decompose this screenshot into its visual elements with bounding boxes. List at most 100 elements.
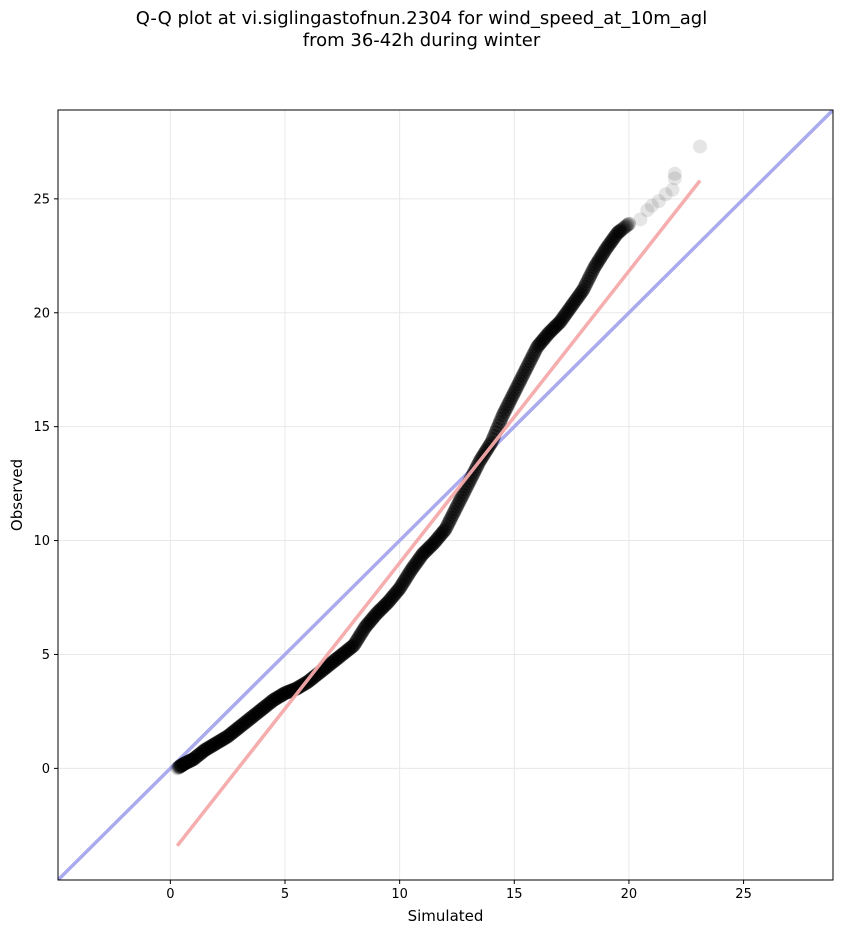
- quantile-point: [282, 684, 297, 699]
- x-tick-label: 10: [391, 887, 408, 902]
- quantile-point: [551, 316, 566, 331]
- quantile-point: [232, 720, 247, 735]
- quantile-point: [237, 715, 252, 730]
- quantile-point: [439, 519, 454, 534]
- quantile-point: [233, 719, 248, 734]
- quantile-point: [502, 394, 517, 409]
- quantile-point: [396, 574, 411, 589]
- quantile-point: [591, 253, 606, 268]
- quantile-point: [428, 534, 443, 549]
- quantile-point: [178, 756, 193, 771]
- x-tick-label: 0: [166, 887, 174, 902]
- quantile-point: [194, 745, 209, 760]
- quantile-point: [553, 314, 568, 329]
- quantile-point: [336, 646, 351, 661]
- quantile-point: [277, 686, 292, 701]
- quantile-point: [557, 308, 572, 323]
- quantile-point: [613, 223, 628, 238]
- quantile-point: [432, 529, 447, 544]
- quantile-point: [229, 722, 244, 737]
- quantile-point: [209, 736, 224, 751]
- quantile-point: [593, 251, 608, 266]
- quantile-point: [418, 544, 433, 559]
- quantile-point: [267, 692, 282, 707]
- quantile-point: [197, 743, 212, 758]
- quantile-point: [620, 218, 635, 233]
- quantile-point: [214, 732, 229, 747]
- quantile-point: [329, 652, 344, 667]
- quantile-point: [665, 182, 680, 197]
- quantile-point: [262, 696, 277, 711]
- quantile-point: [580, 274, 595, 289]
- quantile-point: [421, 541, 436, 556]
- quantile-point: [544, 323, 559, 338]
- quantile-point: [255, 702, 270, 717]
- quantile-point: [444, 510, 459, 525]
- quantile-point: [371, 605, 386, 620]
- quantile-point: [528, 342, 543, 357]
- quantile-point: [363, 613, 378, 628]
- chart-title: Q-Q plot at vi.siglingastofnun.2304 for …: [0, 8, 843, 52]
- quantile-point: [401, 567, 416, 582]
- quantile-point: [272, 689, 287, 704]
- quantile-point: [577, 280, 592, 295]
- quantile-point: [279, 685, 294, 700]
- quantile-point: [389, 584, 404, 599]
- quantile-point: [399, 570, 414, 585]
- quantile-point: [227, 723, 242, 738]
- quantile-point: [356, 622, 371, 637]
- quantile-point: [222, 728, 237, 743]
- quantile-point: [556, 310, 571, 325]
- y-tick-label: 25: [33, 192, 50, 207]
- quantile-point: [606, 231, 621, 246]
- quantile-point: [375, 600, 390, 615]
- quantile-point: [412, 551, 427, 566]
- quantile-point: [452, 493, 467, 508]
- quantile-point: [219, 730, 234, 745]
- quantile-point: [449, 499, 464, 514]
- quantile-point: [381, 595, 396, 610]
- quantile-point: [409, 555, 424, 570]
- quantile-point: [563, 300, 578, 315]
- quantile-point: [531, 338, 546, 353]
- quantile-point: [398, 572, 413, 587]
- quantile-point: [564, 298, 579, 313]
- quantile-point: [584, 265, 599, 280]
- quantile-point: [619, 219, 634, 234]
- quantile-point: [174, 758, 189, 773]
- quantile-point: [224, 726, 239, 741]
- quantile-point: [217, 731, 232, 746]
- quantile-point: [240, 713, 255, 728]
- quantile-point: [280, 685, 295, 700]
- quantile-point: [667, 171, 682, 186]
- quantile-point: [518, 362, 533, 377]
- quantile-point: [438, 522, 453, 537]
- quantile-point: [537, 331, 552, 346]
- quantile-point: [511, 376, 526, 391]
- quantile-point: [586, 263, 601, 278]
- quantile-point: [355, 624, 370, 639]
- quantile-point: [199, 742, 214, 757]
- grid-lines: [58, 110, 833, 880]
- quantile-point: [467, 465, 482, 480]
- quantile-point: [339, 644, 354, 659]
- quantile-point: [547, 320, 562, 335]
- quantile-point: [658, 187, 673, 202]
- quantile-point: [171, 760, 186, 775]
- quantile-point: [335, 647, 350, 662]
- quantile-point: [609, 228, 624, 243]
- quantile-point: [603, 235, 618, 250]
- quantile-point: [431, 530, 446, 545]
- quantile-point: [517, 365, 532, 380]
- quantile-point: [611, 224, 626, 239]
- quantile-point: [571, 288, 586, 303]
- quantile-point: [341, 642, 356, 657]
- quantile-point: [498, 402, 513, 417]
- quantile-point: [206, 738, 221, 753]
- quantile-point: [351, 631, 366, 646]
- quantile-point: [322, 657, 337, 672]
- quantile-point: [567, 294, 582, 309]
- quantile-point: [415, 547, 430, 562]
- x-tick-label: 15: [506, 887, 523, 902]
- quantile-point: [243, 711, 258, 726]
